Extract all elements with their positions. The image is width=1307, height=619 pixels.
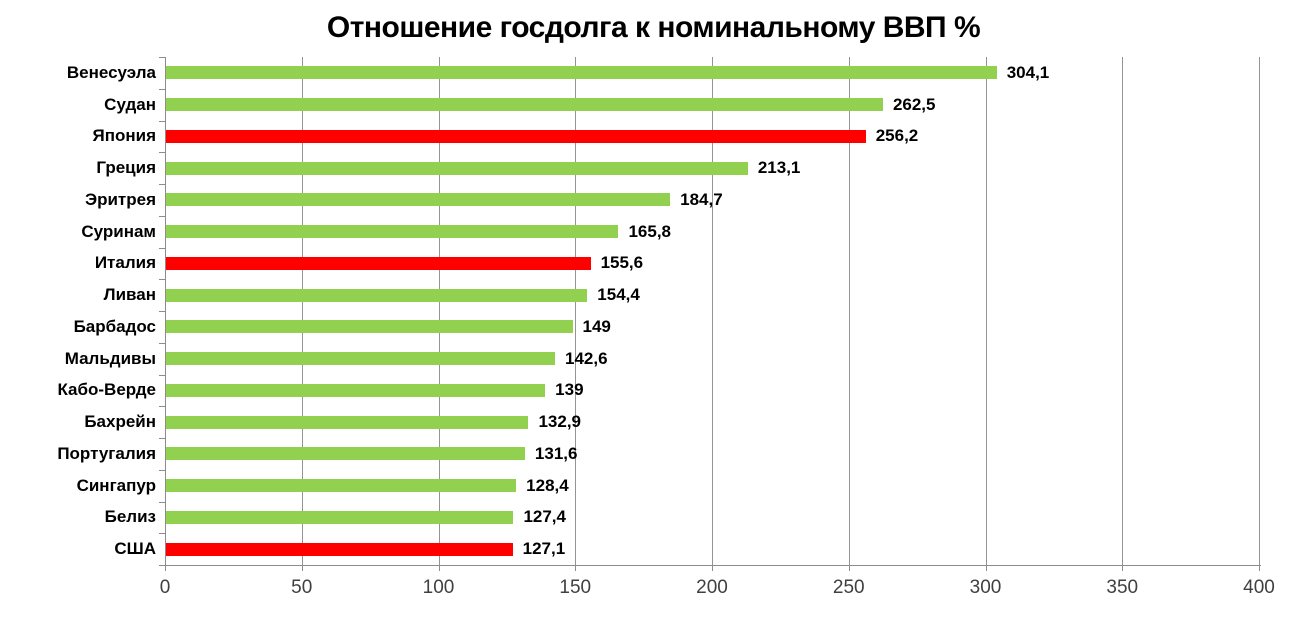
category-label: Судан xyxy=(104,94,156,114)
y-axis-tick xyxy=(159,406,165,408)
bar-value-label: 165,8 xyxy=(628,221,671,241)
bar xyxy=(166,66,997,80)
gridline xyxy=(301,57,303,565)
bar xyxy=(166,352,555,366)
x-axis-tick xyxy=(985,565,987,571)
y-axis-tick xyxy=(159,565,165,566)
bar-value-label: 184,7 xyxy=(680,189,723,209)
gridline xyxy=(575,57,577,565)
x-axis-tick-label: 0 xyxy=(159,577,171,598)
category-label: Венесуэла xyxy=(66,62,156,82)
x-axis-tick-label: 200 xyxy=(696,577,728,598)
category-label: Барбадос xyxy=(73,316,156,336)
y-axis-tick xyxy=(159,120,165,122)
bar-value-label: 213,1 xyxy=(757,158,801,178)
category-label: Сингапур xyxy=(76,475,156,495)
bar xyxy=(166,320,573,334)
gridline xyxy=(985,57,987,565)
x-axis-tick-label: 300 xyxy=(969,577,1002,598)
y-axis-tick xyxy=(159,342,165,344)
category-label: Япония xyxy=(92,126,156,146)
x-axis-tick-label: 100 xyxy=(422,577,455,598)
x-axis-tick xyxy=(712,565,713,571)
category-label: Италия xyxy=(94,253,156,273)
y-axis-tick xyxy=(159,533,165,535)
bar-value-label: 132,9 xyxy=(538,412,582,432)
category-label: Мальдивы xyxy=(64,348,156,368)
category-label: Суринам xyxy=(81,221,156,241)
bar xyxy=(166,383,546,397)
bar xyxy=(166,161,748,175)
x-axis-tick xyxy=(1122,565,1124,571)
y-axis-tick xyxy=(159,279,165,281)
x-axis-tick-label: 250 xyxy=(832,577,865,598)
bar xyxy=(166,510,514,524)
x-axis-tick-label: 150 xyxy=(559,577,592,598)
bar xyxy=(166,256,591,270)
bar-value-label: 256,2 xyxy=(875,126,919,146)
gridline xyxy=(1259,57,1260,565)
y-axis-line xyxy=(165,57,166,565)
x-axis-tick xyxy=(301,565,303,571)
x-axis-tick-label: 50 xyxy=(291,577,313,598)
x-axis-tick-label: 400 xyxy=(1243,577,1275,598)
x-axis-tick-label: 350 xyxy=(1106,577,1139,598)
bar-value-label: 131,6 xyxy=(534,443,578,463)
category-label: Кабо-Верде xyxy=(57,380,156,400)
gridline xyxy=(712,57,713,565)
bar xyxy=(166,225,619,239)
bar-value-label: 262,5 xyxy=(892,94,936,114)
y-axis-tick xyxy=(159,374,165,376)
bar-value-label: 128,4 xyxy=(526,475,569,495)
y-axis-tick xyxy=(159,57,165,58)
bar-value-label: 127,4 xyxy=(523,507,566,527)
y-axis-tick xyxy=(159,438,165,439)
y-axis-tick xyxy=(159,501,165,503)
category-label: США xyxy=(114,539,156,559)
category-label: Греция xyxy=(96,158,156,178)
bar-value-label: 155,6 xyxy=(600,253,644,273)
bar xyxy=(166,415,529,429)
category-label: Бахрейн xyxy=(84,412,156,432)
x-axis-line xyxy=(159,565,1261,566)
bar xyxy=(166,129,866,143)
y-axis-tick xyxy=(159,184,165,185)
chart-title: Отношение госдолга к номинальному ВВП % xyxy=(326,11,981,44)
bar-value-label: 127,1 xyxy=(522,539,566,559)
gridline xyxy=(848,57,850,565)
bar xyxy=(166,288,588,302)
bar xyxy=(166,479,517,493)
y-axis-tick xyxy=(159,247,165,249)
y-axis-tick xyxy=(159,311,165,312)
bar xyxy=(166,542,513,556)
y-axis-tick xyxy=(159,215,165,217)
x-axis-tick xyxy=(575,565,577,571)
y-axis-tick xyxy=(159,469,165,471)
y-axis-tick xyxy=(159,152,165,154)
bar-value-label: 154,4 xyxy=(597,285,640,305)
y-axis-tick xyxy=(159,88,165,90)
x-axis-tick xyxy=(165,565,166,571)
bar-value-label: 142,6 xyxy=(565,348,608,368)
x-axis-tick xyxy=(438,565,440,571)
gridline xyxy=(438,57,440,565)
bar xyxy=(166,447,525,461)
x-axis-tick xyxy=(848,565,850,571)
category-label: Эритрея xyxy=(84,189,156,209)
gridline xyxy=(1122,57,1124,565)
bar xyxy=(166,193,671,207)
category-label: Ливан xyxy=(103,285,156,305)
category-label: Португалия xyxy=(57,443,156,463)
bar-value-label: 304,1 xyxy=(1006,62,1050,82)
category-label: Белиз xyxy=(104,507,156,527)
bar-value-label: 139 xyxy=(555,380,584,400)
bar xyxy=(166,98,883,112)
x-axis-tick xyxy=(1259,565,1260,571)
bar-value-label: 149 xyxy=(582,316,611,336)
